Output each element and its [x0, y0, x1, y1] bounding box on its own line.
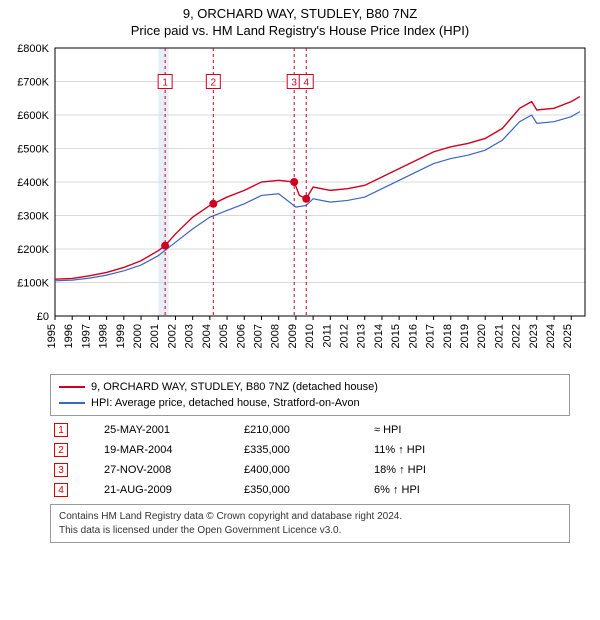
svg-text:1995: 1995	[46, 324, 58, 348]
price-chart: £0 £100K £200K £300K £400K £500K £600K £700K £80…	[0, 38, 600, 368]
svg-text:1996: 1996	[63, 324, 75, 348]
svg-text:4: 4	[303, 78, 309, 89]
event-date: 27-NOV-2008	[100, 460, 240, 480]
svg-text:£800K: £800K	[17, 43, 49, 55]
event-price: £210,000	[240, 420, 370, 440]
event-price: £350,000	[240, 480, 370, 500]
svg-text:1999: 1999	[115, 324, 127, 348]
svg-text:£500K: £500K	[17, 144, 49, 156]
svg-text:2018: 2018	[442, 324, 454, 348]
legend-label: 9, ORCHARD WAY, STUDLEY, B80 7NZ (detach…	[91, 381, 378, 393]
svg-text:1997: 1997	[80, 324, 92, 348]
svg-text:2015: 2015	[390, 324, 402, 348]
legend-swatch	[59, 386, 85, 388]
svg-text:2019: 2019	[459, 324, 471, 348]
svg-text:2016: 2016	[407, 324, 419, 348]
event-price: £335,000	[240, 440, 370, 460]
event-row: 1 25-MAY-2001£210,000≈ HPI	[50, 420, 570, 440]
event-row: 3 27-NOV-2008£400,00018% ↑ HPI	[50, 460, 570, 480]
svg-text:2007: 2007	[252, 324, 264, 348]
svg-text:£700K: £700K	[17, 77, 49, 89]
footer-attribution: Contains HM Land Registry data © Crown c…	[50, 504, 570, 543]
svg-text:2011: 2011	[321, 324, 333, 348]
event-price: £400,000	[240, 460, 370, 480]
event-date: 19-MAR-2004	[100, 440, 240, 460]
chart-titles: 9, ORCHARD WAY, STUDLEY, B80 7NZ Price p…	[0, 0, 600, 38]
svg-text:2023: 2023	[528, 324, 540, 348]
legend-label: HPI: Average price, detached house, Stra…	[91, 397, 360, 409]
event-number-box: 3	[54, 463, 68, 477]
svg-text:2022: 2022	[511, 324, 523, 348]
event-delta: 6% ↑ HPI	[370, 480, 570, 500]
event-number-box: 4	[54, 483, 68, 497]
event-delta: 11% ↑ HPI	[370, 440, 570, 460]
svg-text:2025: 2025	[562, 324, 574, 348]
svg-text:2012: 2012	[339, 324, 351, 348]
svg-text:£0: £0	[37, 311, 49, 323]
legend-item: HPI: Average price, detached house, Stra…	[59, 395, 561, 411]
svg-text:3: 3	[291, 78, 297, 89]
footer-line-1: Contains HM Land Registry data © Crown c…	[59, 510, 561, 524]
svg-text:2003: 2003	[184, 324, 196, 348]
event-date: 25-MAY-2001	[100, 420, 240, 440]
svg-text:2001: 2001	[149, 324, 161, 348]
svg-text:2013: 2013	[356, 324, 368, 348]
svg-text:1998: 1998	[98, 324, 110, 348]
svg-text:2021: 2021	[493, 324, 505, 348]
svg-text:2000: 2000	[132, 324, 144, 348]
svg-text:£200K: £200K	[17, 244, 49, 256]
event-date: 21-AUG-2009	[100, 480, 240, 500]
title-address: 9, ORCHARD WAY, STUDLEY, B80 7NZ	[0, 6, 600, 21]
svg-text:£300K: £300K	[17, 211, 49, 223]
event-delta: 18% ↑ HPI	[370, 460, 570, 480]
svg-text:2005: 2005	[218, 324, 230, 348]
svg-text:2002: 2002	[166, 324, 178, 348]
legend-swatch	[59, 402, 85, 404]
legend-item: 9, ORCHARD WAY, STUDLEY, B80 7NZ (detach…	[59, 379, 561, 395]
legend: 9, ORCHARD WAY, STUDLEY, B80 7NZ (detach…	[50, 374, 570, 416]
event-delta: ≈ HPI	[370, 420, 570, 440]
svg-text:2020: 2020	[476, 324, 488, 348]
footer-line-2: This data is licensed under the Open Gov…	[59, 524, 561, 538]
chart-area: £0 £100K £200K £300K £400K £500K £600K £700K £80…	[0, 38, 600, 368]
svg-text:£100K: £100K	[17, 278, 49, 290]
svg-text:£600K: £600K	[17, 110, 49, 122]
event-number-box: 2	[54, 443, 68, 457]
event-number-box: 1	[54, 423, 68, 437]
svg-text:£400K: £400K	[17, 177, 49, 189]
svg-text:2017: 2017	[425, 324, 437, 348]
svg-text:2009: 2009	[287, 324, 299, 348]
svg-text:2: 2	[211, 78, 217, 89]
svg-text:2024: 2024	[545, 324, 557, 348]
svg-text:1: 1	[162, 78, 168, 89]
svg-text:2004: 2004	[201, 324, 213, 348]
svg-text:2014: 2014	[373, 324, 385, 348]
events-table: 1 25-MAY-2001£210,000≈ HPI 2 19-MAR-2004£33…	[50, 420, 570, 500]
event-row: 4 21-AUG-2009£350,0006% ↑ HPI	[50, 480, 570, 500]
svg-text:2008: 2008	[270, 324, 282, 348]
svg-text:2010: 2010	[304, 324, 316, 348]
title-subtitle: Price paid vs. HM Land Registry's House …	[0, 23, 600, 38]
svg-text:2006: 2006	[235, 324, 247, 348]
event-row: 2 19-MAR-2004£335,00011% ↑ HPI	[50, 440, 570, 460]
